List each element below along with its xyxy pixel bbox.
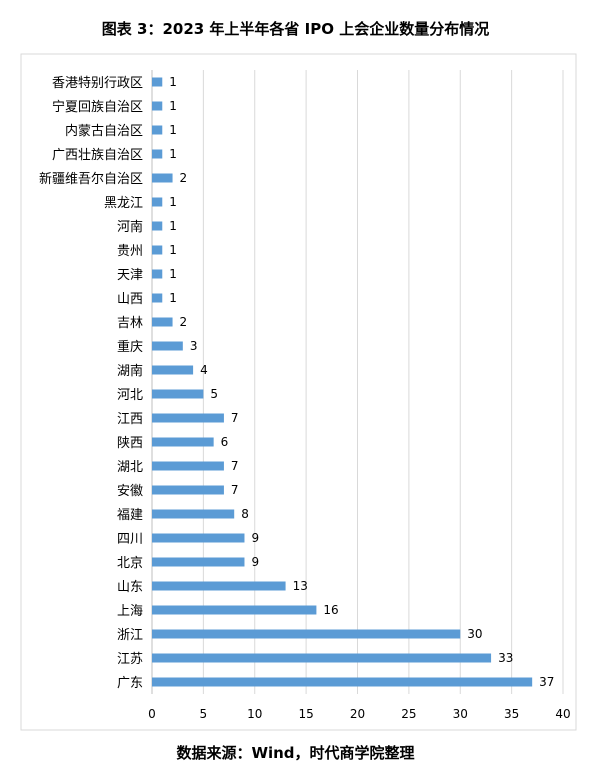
data-label: 1 xyxy=(169,291,177,305)
category-label: 广东 xyxy=(117,676,143,691)
category-label: 新疆维吾尔自治区 xyxy=(39,171,143,187)
data-label: 13 xyxy=(293,579,308,593)
bar xyxy=(152,581,286,591)
bar xyxy=(152,149,163,159)
category-label: 浙江 xyxy=(117,628,143,643)
category-label: 广西壮族自治区 xyxy=(52,147,143,163)
data-label: 8 xyxy=(241,507,249,521)
category-label: 湖南 xyxy=(117,363,143,379)
x-tick-label: 20 xyxy=(350,707,365,721)
x-tick-label: 35 xyxy=(504,707,519,721)
category-label: 贵州 xyxy=(117,244,143,259)
data-label: 37 xyxy=(539,675,554,689)
category-label: 吉林 xyxy=(117,316,143,331)
data-label: 1 xyxy=(169,75,177,89)
data-label: 7 xyxy=(231,411,239,425)
data-label: 5 xyxy=(210,387,218,401)
bar xyxy=(152,365,194,375)
bar xyxy=(152,629,461,639)
bar xyxy=(152,389,204,399)
category-label: 湖北 xyxy=(117,460,143,475)
bar xyxy=(152,485,224,495)
bars xyxy=(152,77,533,687)
bar xyxy=(152,605,317,615)
bar xyxy=(152,317,173,327)
category-label: 重庆 xyxy=(117,339,143,355)
bar xyxy=(152,341,183,351)
data-label: 16 xyxy=(323,603,338,617)
data-label: 2 xyxy=(180,315,188,329)
data-label: 9 xyxy=(251,555,259,569)
x-tick-label: 5 xyxy=(200,707,208,721)
x-tick-label: 30 xyxy=(453,707,468,721)
category-label: 四川 xyxy=(117,532,143,547)
data-label: 7 xyxy=(231,483,239,497)
data-label: 6 xyxy=(221,435,229,449)
bar xyxy=(152,557,245,567)
bar xyxy=(152,293,163,303)
bar xyxy=(152,677,533,687)
bar xyxy=(152,245,163,255)
x-tick-label: 25 xyxy=(401,707,416,721)
data-label: 1 xyxy=(169,243,177,257)
category-label: 内蒙古自治区 xyxy=(65,123,143,139)
bar xyxy=(152,197,163,207)
bar xyxy=(152,413,224,423)
bar xyxy=(152,533,245,543)
category-label: 河北 xyxy=(117,388,143,403)
category-label: 安徽 xyxy=(117,484,143,499)
category-label: 香港特别行政区 xyxy=(52,76,143,91)
category-label: 山东 xyxy=(117,580,143,595)
data-label: 1 xyxy=(169,267,177,281)
data-label: 7 xyxy=(231,459,239,473)
category-labels: 香港特别行政区宁夏回族自治区内蒙古自治区广西壮族自治区新疆维吾尔自治区黑龙江河南… xyxy=(39,76,143,691)
category-label: 江苏 xyxy=(117,651,143,667)
data-label: 1 xyxy=(169,219,177,233)
data-label: 1 xyxy=(169,99,177,113)
x-tick-labels: 0 5 10 15 20 25 30 35 40 xyxy=(148,707,570,721)
category-label: 黑龙江 xyxy=(104,196,143,211)
x-tick-label: 15 xyxy=(298,707,313,721)
chart-frame xyxy=(20,53,577,731)
category-label: 河南 xyxy=(117,219,143,235)
bar xyxy=(152,101,163,111)
source-note: 数据来源：Wind，时代商学院整理 xyxy=(176,744,415,762)
chart-title: 图表 3：2023 年上半年各省 IPO 上会企业数量分布情况 xyxy=(101,20,490,38)
category-label: 上海 xyxy=(117,604,143,619)
bar xyxy=(152,125,163,135)
bar xyxy=(152,437,214,447)
bar xyxy=(152,269,163,279)
x-tick-label: 0 xyxy=(148,707,156,721)
data-label: 9 xyxy=(251,531,259,545)
category-label: 天津 xyxy=(117,268,143,283)
data-label: 1 xyxy=(169,195,177,209)
data-label: 33 xyxy=(498,651,513,665)
bar xyxy=(152,221,163,231)
x-tick-label: 40 xyxy=(555,707,570,721)
data-label: 30 xyxy=(467,627,482,641)
category-label: 江西 xyxy=(117,412,143,427)
x-tick-label: 10 xyxy=(247,707,262,721)
gridlines xyxy=(151,70,564,694)
data-label: 1 xyxy=(169,123,177,137)
bar xyxy=(152,509,235,519)
category-label: 北京 xyxy=(117,556,143,571)
data-label: 2 xyxy=(180,171,188,185)
data-label: 4 xyxy=(200,363,208,377)
category-label: 山西 xyxy=(117,292,143,307)
bar xyxy=(152,173,173,183)
data-label: 1 xyxy=(169,147,177,161)
category-label: 宁夏回族自治区 xyxy=(52,99,143,115)
data-label: 3 xyxy=(190,339,198,353)
category-label: 福建 xyxy=(117,508,143,523)
bar xyxy=(152,461,224,471)
category-label: 陕西 xyxy=(117,436,143,451)
bar xyxy=(152,77,163,87)
bar xyxy=(152,653,492,663)
